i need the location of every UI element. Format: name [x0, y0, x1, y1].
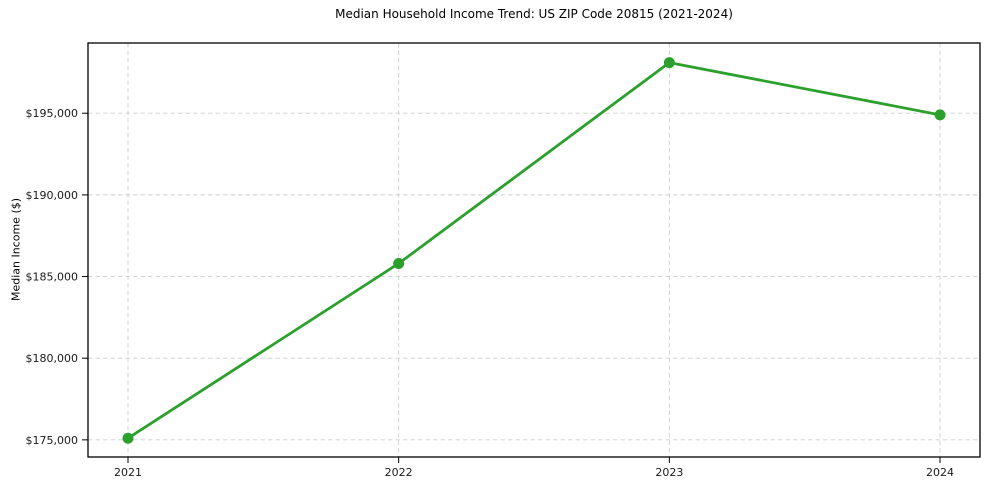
income-trend-line [126, 61, 942, 440]
y-tick-label: $190,000 [26, 189, 79, 202]
x-tick-label: 2024 [926, 466, 954, 479]
data-point-2022 [393, 257, 405, 269]
y-tick-label: $185,000 [26, 271, 79, 284]
chart-title: Median Household Income Trend: US ZIP Co… [335, 7, 733, 21]
x-tick-label: 2023 [655, 466, 683, 479]
data-point-2024 [934, 109, 946, 121]
y-tick-label: $180,000 [26, 352, 79, 365]
x-tick-label: 2022 [385, 466, 413, 479]
data-point-2021 [122, 432, 134, 444]
data-point-2023 [663, 57, 675, 69]
y-tick-label: $195,000 [26, 107, 79, 120]
plot-border [87, 42, 981, 458]
x-tick-label: 2021 [114, 466, 142, 479]
y-tick-label: $175,000 [26, 434, 79, 447]
